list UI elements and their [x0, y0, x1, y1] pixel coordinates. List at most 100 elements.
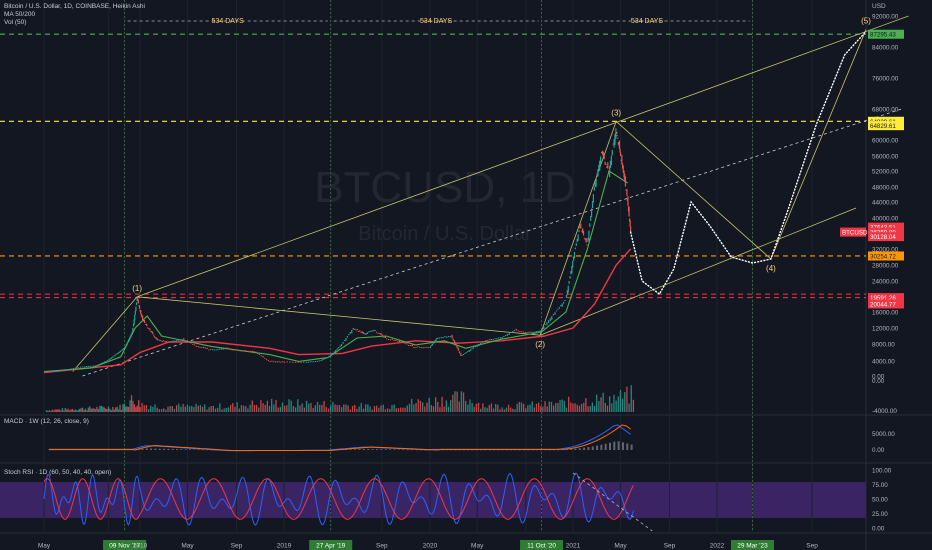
- price-candle: [587, 237, 589, 242]
- rsi-pane-label[interactable]: Stoch RSI · 1D (60, 50, 40, 40, open): [4, 469, 112, 476]
- volume-bar: [123, 403, 125, 412]
- volume-bar: [323, 400, 325, 412]
- volume-bar: [145, 404, 148, 412]
- macd-histogram-bar: [596, 445, 599, 450]
- price-candle: [130, 333, 132, 336]
- price-candle: [206, 347, 208, 349]
- price-candle: [109, 358, 111, 360]
- price-candle: [278, 361, 280, 363]
- price-axis-tick: 52000.00: [872, 169, 899, 176]
- price-candle: [619, 152, 622, 156]
- price-candle: [505, 335, 507, 336]
- macd-histogram-bar: [158, 448, 161, 450]
- volume-bar: [533, 407, 535, 412]
- ma-legend[interactable]: MA 50/200: [4, 11, 36, 18]
- price-candle: [597, 169, 599, 177]
- price-candle: [177, 339, 179, 341]
- price-candle: [164, 341, 166, 343]
- price-tag: 20044.77: [868, 299, 904, 309]
- volume-bar: [587, 406, 589, 412]
- vol-legend[interactable]: Vol (50): [4, 19, 27, 26]
- time-axis-tick: May: [181, 543, 194, 550]
- date-marker-bg: [309, 540, 353, 550]
- price-candle: [332, 352, 334, 355]
- macd-histogram-bar: [176, 449, 178, 450]
- price-candle: [359, 330, 361, 332]
- volume-bar: [495, 404, 497, 412]
- price-candle: [333, 351, 335, 354]
- symbol-title[interactable]: Bitcoin / U.S. Dollar, 1D, COINBASE, Hei…: [4, 3, 145, 10]
- price-candle: [133, 319, 135, 325]
- price-candle: [114, 354, 117, 356]
- price-candle: [552, 314, 555, 316]
- price-candle: [323, 358, 325, 360]
- price-candle: [594, 182, 596, 187]
- volume-bar: [94, 409, 97, 412]
- price-candle: [471, 348, 473, 350]
- volume-bar: [413, 404, 415, 412]
- price-candle: [286, 361, 288, 363]
- volume-bar: [245, 406, 247, 412]
- macd-histogram-bar: [604, 443, 607, 450]
- price-candle: [305, 361, 308, 363]
- price-candle: [619, 148, 621, 153]
- volume-bar: [397, 408, 400, 412]
- macd-histogram-bar: [626, 443, 629, 450]
- volume-bar: [284, 405, 286, 412]
- price-candle: [590, 216, 592, 221]
- volume-bar: [619, 390, 622, 412]
- price-candle: [112, 356, 114, 358]
- price-candle: [242, 350, 244, 352]
- macd-pane-label[interactable]: MACD · 1W (12, 26, close, 9): [4, 418, 89, 425]
- volume-bar: [389, 408, 391, 412]
- volume-bar: [621, 398, 624, 412]
- price-candle: [210, 348, 212, 350]
- wave-label: (4): [766, 264, 776, 273]
- price-candle: [77, 367, 79, 369]
- volume-bar: [275, 399, 277, 412]
- macd-histogram-bar: [92, 449, 94, 451]
- price-candle: [490, 338, 492, 340]
- price-candle: [572, 261, 574, 268]
- volume-bar: [386, 408, 389, 412]
- price-candle: [51, 370, 53, 372]
- volume-bar: [351, 405, 354, 412]
- volume-bar: [308, 403, 310, 412]
- volume-bar: [611, 403, 613, 412]
- price-candle: [70, 368, 72, 370]
- volume-bar: [89, 406, 91, 412]
- volume-bar: [297, 399, 299, 412]
- volume-bar: [80, 408, 82, 412]
- price-candle: [373, 329, 375, 331]
- volume-bar: [67, 408, 69, 412]
- volume-bar: [70, 409, 72, 412]
- volume-bar: [378, 407, 380, 412]
- price-candle: [269, 361, 271, 363]
- macd-histogram-bar: [367, 448, 370, 450]
- price-candle: [624, 173, 626, 182]
- price-candle: [538, 330, 540, 333]
- volume-bar: [480, 408, 482, 412]
- price-candle: [578, 230, 580, 233]
- price-candle: [375, 331, 378, 333]
- price-candle: [560, 305, 562, 307]
- volume-bar: [477, 402, 480, 412]
- volume-bar: [548, 401, 550, 412]
- macd-histogram-bar: [97, 449, 100, 451]
- volume-bar: [81, 407, 84, 412]
- volume-bar: [531, 401, 533, 412]
- volume-bar: [230, 405, 232, 412]
- price-candle: [251, 350, 253, 352]
- volume-bar: [268, 405, 271, 412]
- price-candle: [155, 337, 158, 339]
- volume-bar: [598, 400, 600, 412]
- macd-histogram-bar: [66, 449, 69, 451]
- price-candle: [142, 319, 145, 322]
- price-candle: [183, 338, 185, 341]
- price-candle: [609, 165, 611, 177]
- macd-histogram-bar: [138, 449, 141, 450]
- volume-bar: [435, 397, 437, 412]
- price-tag: 19591.26: [868, 293, 904, 303]
- price-candle: [60, 370, 62, 372]
